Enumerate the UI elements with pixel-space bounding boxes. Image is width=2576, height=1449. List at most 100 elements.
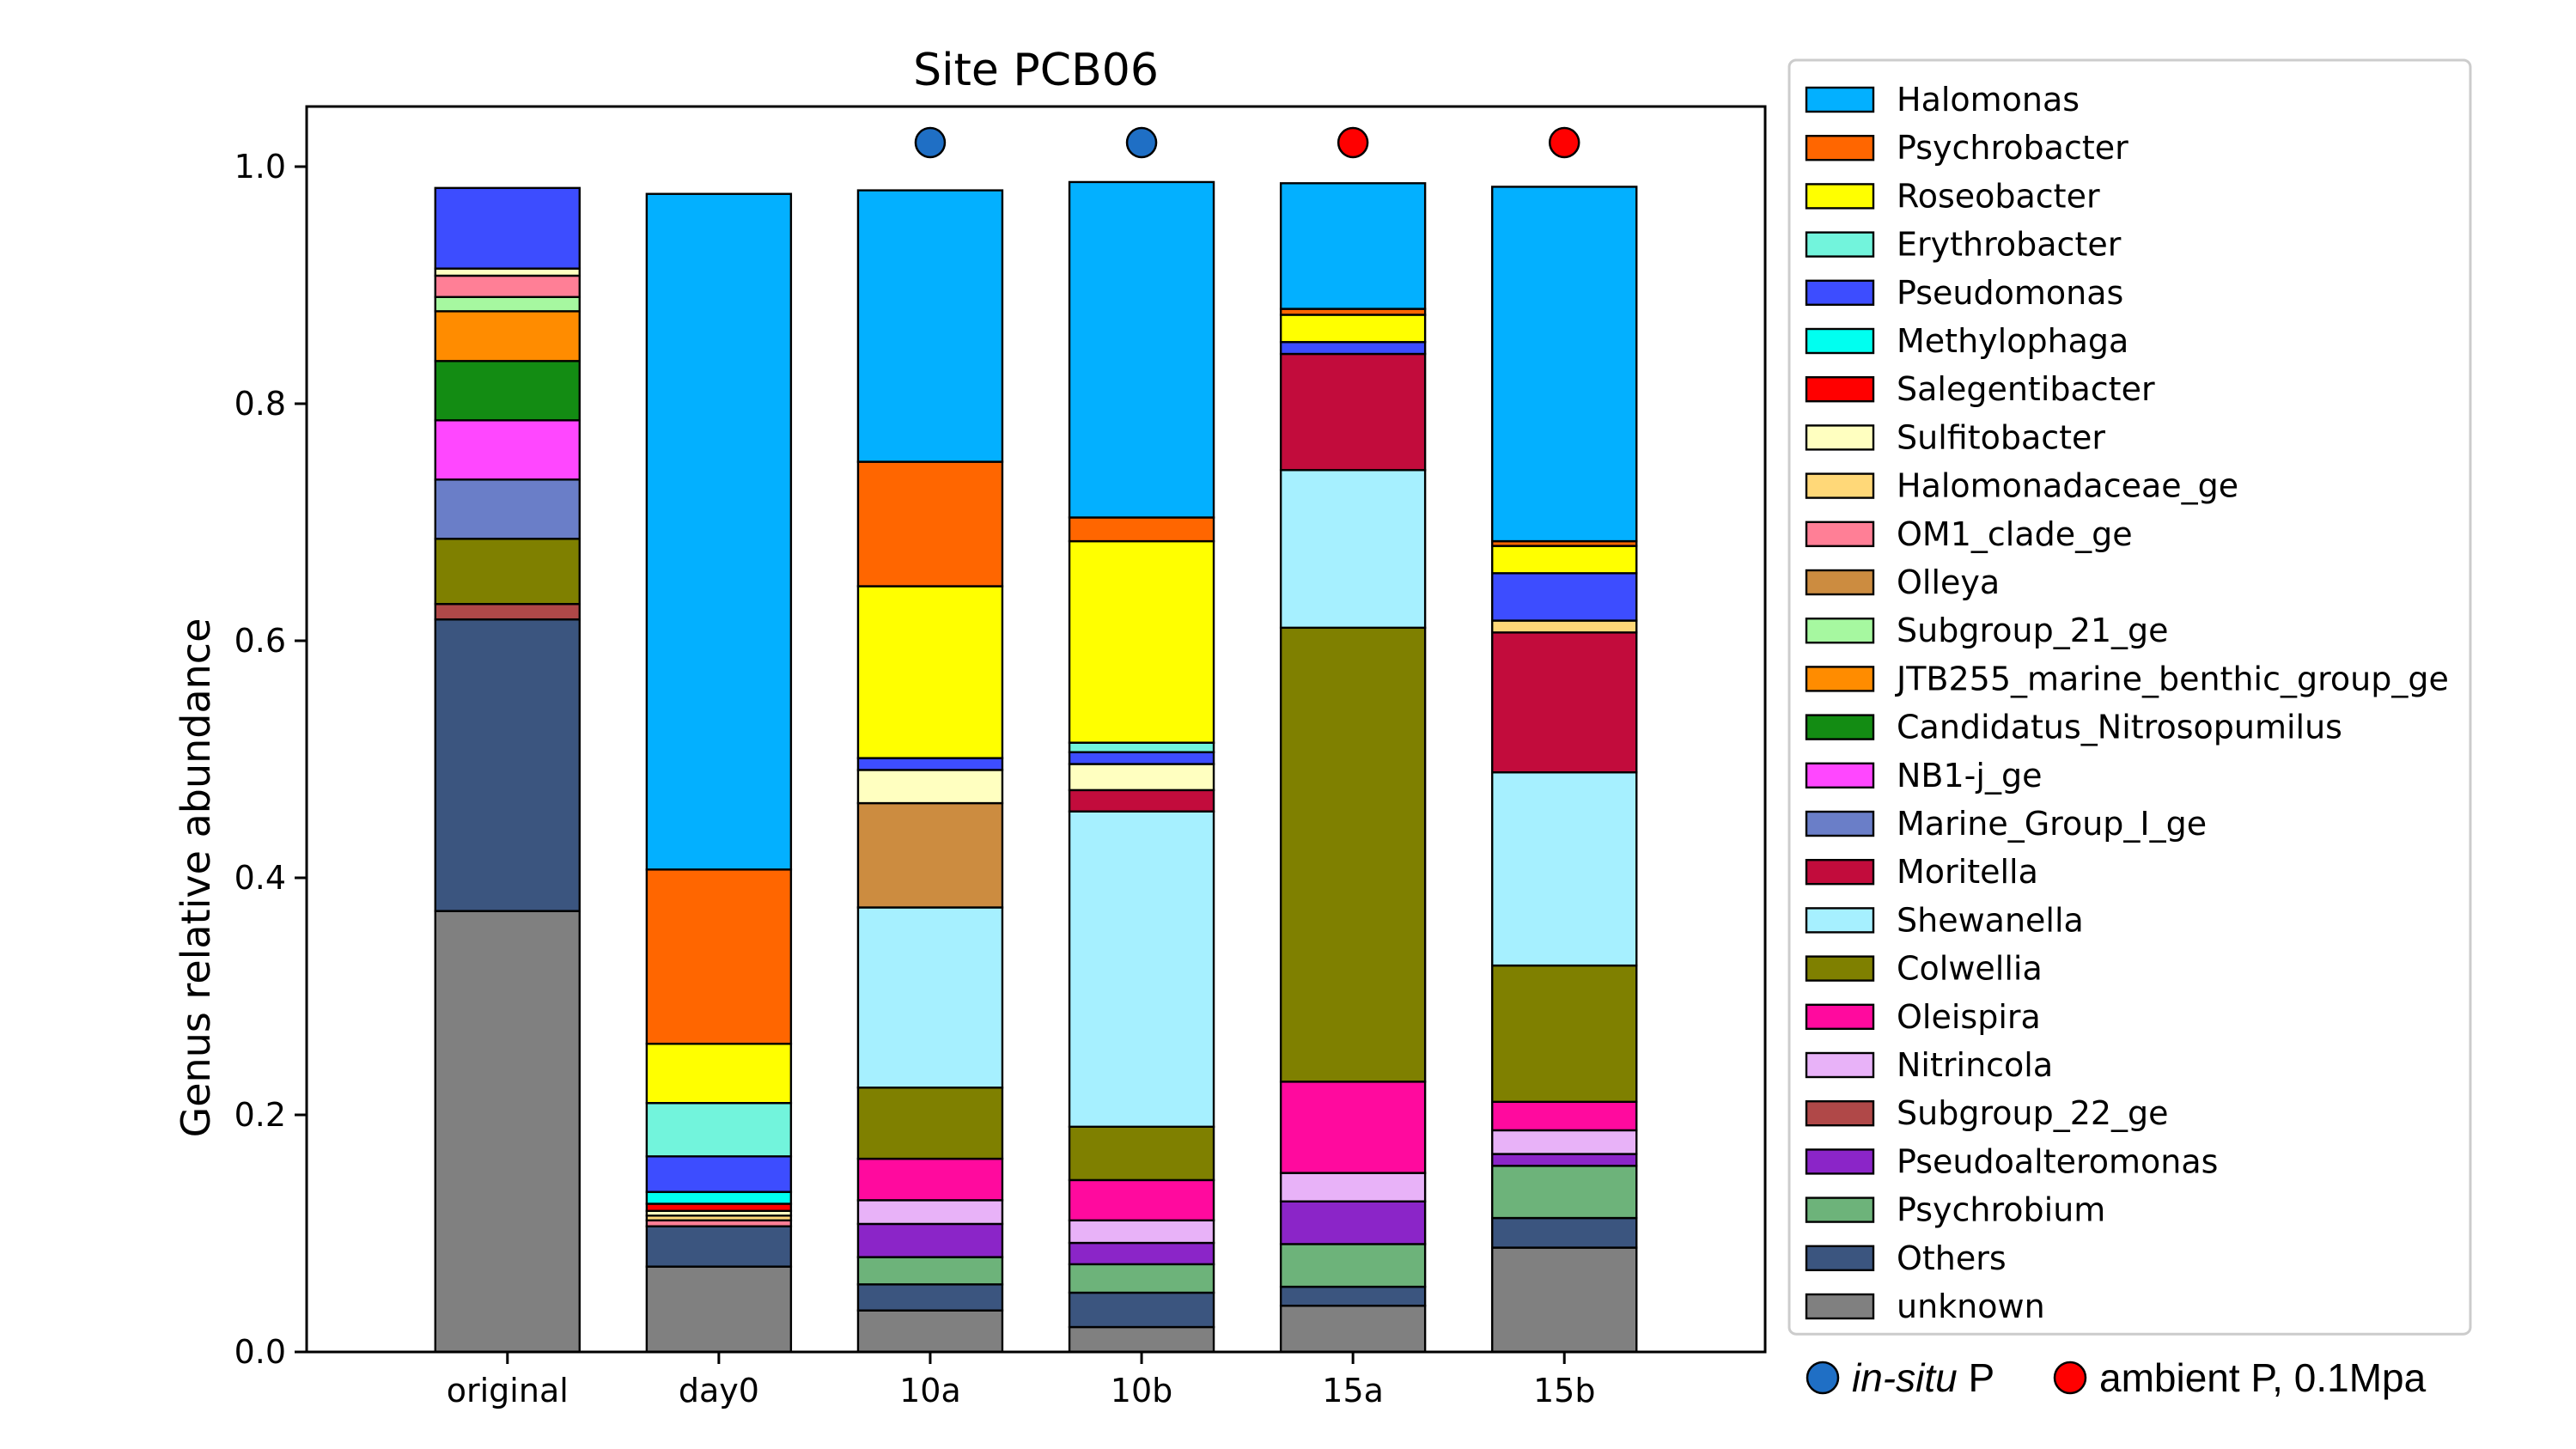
legend-swatch	[1805, 472, 1875, 499]
bar-segment-10b-Pseudoalteromonas	[1068, 1241, 1215, 1266]
legend-label: OM1_clade_ge	[1897, 515, 2133, 553]
x-axis-ticks: original day0 10a 10b 15a 15b	[447, 1352, 1595, 1409]
bar-segment-10a-Oleispira	[856, 1157, 1004, 1202]
bar-segment-15b-Moritella	[1491, 631, 1638, 774]
bar-segment-day0-Halomonas	[645, 192, 793, 871]
condition-markers	[914, 126, 1580, 159]
bar-segment-15b-Roseobacter	[1491, 545, 1638, 575]
bar-segment-10a-Olleya	[856, 801, 1004, 909]
bar-segment-original-OM1_clade_ge	[434, 274, 581, 298]
legend-item-Subgroup_22_ge: Subgroup_22_ge	[1805, 1094, 2169, 1132]
condition-marker-15a	[1337, 126, 1369, 159]
legend-swatch	[1805, 134, 1875, 161]
condition-marker-10a	[914, 126, 947, 159]
legend-swatch	[1805, 1148, 1875, 1175]
legend-item-Psychrobium: Psychrobium	[1805, 1191, 2105, 1229]
bar-segment-10a-Shewanella	[856, 906, 1004, 1089]
legend-swatch	[1805, 859, 1875, 886]
x-tick-label: original	[447, 1372, 569, 1409]
bar-stack-15b	[1491, 186, 1638, 1354]
legend-swatch	[1805, 666, 1875, 692]
legend-item-Salegentibacter: Salegentibacter	[1805, 370, 2155, 408]
legend-label: Psychrobium	[1897, 1191, 2105, 1229]
legend-swatch	[1805, 279, 1875, 306]
bar-segment-15a-Psychrobium	[1279, 1243, 1427, 1288]
bar-segment-day0-Pseudomonas	[645, 1155, 793, 1193]
legend-label: Methylophaga	[1897, 322, 2128, 360]
bar-segment-10b-Halomonas	[1068, 180, 1215, 519]
legend-label: Halomonadaceae_ge	[1897, 467, 2238, 505]
bar-segment-15a-Nitrincola	[1279, 1172, 1427, 1202]
legend-label: Halomonas	[1897, 81, 2080, 119]
bar-segment-10b-Nitrincola	[1068, 1219, 1215, 1245]
bar-segment-15b-Pseudomonas	[1491, 572, 1638, 622]
bar-segment-day0-unknown	[645, 1265, 793, 1354]
bar-segment-day0-Salegentibacter	[645, 1202, 793, 1212]
bar-stack-original	[434, 186, 581, 1354]
bar-segment-15a-Halomonas	[1279, 182, 1427, 310]
bar-segment-15a-Shewanella	[1279, 469, 1427, 630]
legend-item-Pseudoalteromonas: Pseudoalteromonas	[1805, 1142, 2218, 1180]
condition-legend-label: ambient P, 0.1Mpa	[2099, 1355, 2427, 1400]
condition-legend-marker	[2053, 1361, 2087, 1395]
bar-segment-10b-Oleispira	[1068, 1178, 1215, 1222]
legend-swatch	[1805, 1196, 1875, 1223]
bar-segment-10a-Sulfitobacter	[856, 769, 1004, 805]
bar-stack-15a	[1279, 182, 1427, 1354]
legend-label: Subgroup_22_ge	[1897, 1094, 2169, 1132]
legend-item-Halomonadaceae_ge: Halomonadaceae_ge	[1805, 467, 2238, 505]
bar-segment-15a-Oleispira	[1279, 1081, 1427, 1174]
bar-segment-10a-Psychrobacter	[856, 460, 1004, 588]
bar-segment-original-Marine_Group_I_ge	[434, 478, 581, 540]
bar-segment-15a-unknown	[1279, 1304, 1427, 1354]
legend-item-Candidatus_Nitrosopumilus: Candidatus_Nitrosopumilus	[1805, 709, 2342, 746]
legend-swatch	[1805, 1003, 1875, 1031]
legend-swatch	[1805, 569, 1875, 596]
bar-segment-15a-Colwellia	[1279, 626, 1427, 1083]
bar-segment-original-Others	[434, 618, 581, 912]
bar-segment-15a-Pseudoalteromonas	[1279, 1200, 1427, 1245]
x-tick-label: 15a	[1322, 1372, 1384, 1409]
legend-item-Sulfitobacter: Sulfitobacter	[1805, 418, 2105, 456]
bar-segment-10b-Pseudomonas	[1068, 751, 1215, 765]
legend-item-Others: Others	[1805, 1239, 2007, 1277]
legend-swatch	[1805, 183, 1875, 210]
legend-item-Psychrobacter: Psychrobacter	[1805, 129, 2128, 167]
legend-swatch	[1805, 1051, 1875, 1079]
bar-segment-15a-Pseudomonas	[1279, 341, 1427, 356]
legend-item-Colwellia: Colwellia	[1805, 950, 2043, 988]
legend-swatch	[1805, 424, 1875, 451]
legend-item-JTB255_marine_benthic_group_ge: JTB255_marine_benthic_group_ge	[1805, 660, 2449, 697]
legend-swatch	[1805, 955, 1875, 982]
bar-segment-10a-Pseudomonas	[856, 757, 1004, 771]
bar-segment-10a-Psychrobium	[856, 1256, 1004, 1286]
x-tick-label: 15b	[1533, 1372, 1595, 1409]
legend-label: Marine_Group_I_ge	[1897, 805, 2207, 843]
legend-item-Oleispira: Oleispira	[1805, 998, 2041, 1036]
bar-segment-original-Pseudomonas	[434, 186, 581, 270]
y-tick-label: 0.2	[234, 1096, 286, 1134]
bar-segment-15a-Roseobacter	[1279, 314, 1427, 344]
legend-swatch	[1805, 231, 1875, 258]
bar-segment-15b-Halomonadaceae_ge	[1491, 619, 1638, 634]
legend-swatch	[1805, 521, 1875, 547]
bar-segment-original-JTB255_marine_benthic_group_ge	[434, 310, 581, 362]
bar-segment-day0-Psychrobacter	[645, 868, 793, 1045]
x-tick-label: day0	[679, 1372, 759, 1409]
bar-segment-10b-Others	[1068, 1291, 1215, 1329]
legend-label: NB1-j_ge	[1897, 757, 2042, 795]
plot-area-frame	[305, 105, 1767, 1354]
legend-label: Shewanella	[1897, 901, 2084, 939]
legend-label: Olleya	[1897, 563, 2000, 601]
bar-segment-15b-Halomonas	[1491, 186, 1638, 543]
legend-frame	[1787, 58, 2472, 1336]
bar-segment-original-Subgroup_21_ge	[434, 295, 581, 313]
legend-label: unknown	[1897, 1288, 2045, 1325]
y-tick-label: 0.8	[234, 385, 286, 423]
bar-segment-original-unknown	[434, 910, 581, 1354]
bar-segment-10b-Erythrobacter	[1068, 741, 1215, 753]
bar-segment-10b-Psychrobacter	[1068, 516, 1215, 543]
legend-swatch	[1805, 1245, 1875, 1272]
condition-legend-ambient: ambient P, 0.1Mpa	[2053, 1355, 2427, 1400]
legend-item-NB1-j_ge: NB1-j_ge	[1805, 757, 2042, 795]
